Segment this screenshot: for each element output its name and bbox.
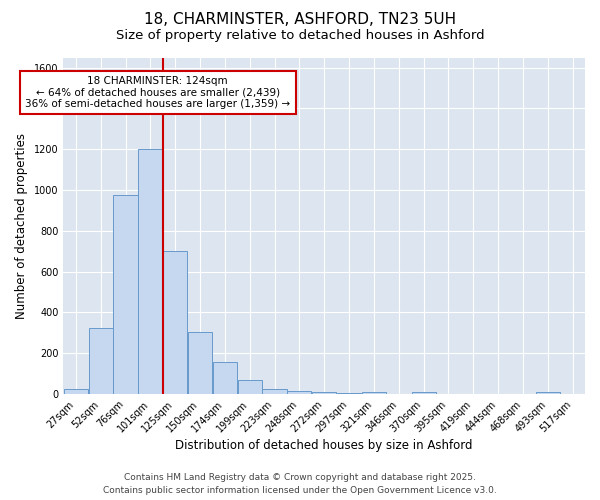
Bar <box>362 392 386 394</box>
Bar <box>163 252 187 394</box>
Bar <box>287 391 311 394</box>
Bar <box>337 393 361 394</box>
Bar <box>536 392 560 394</box>
Text: 18, CHARMINSTER, ASHFORD, TN23 5UH: 18, CHARMINSTER, ASHFORD, TN23 5UH <box>144 12 456 28</box>
Bar <box>238 380 262 394</box>
Bar <box>188 332 212 394</box>
Bar <box>113 195 137 394</box>
Text: 18 CHARMINSTER: 124sqm
← 64% of detached houses are smaller (2,439)
36% of semi-: 18 CHARMINSTER: 124sqm ← 64% of detached… <box>25 76 290 109</box>
Bar <box>312 392 336 394</box>
Text: Size of property relative to detached houses in Ashford: Size of property relative to detached ho… <box>116 29 484 42</box>
Bar <box>89 328 113 394</box>
Bar <box>213 362 237 394</box>
Bar <box>412 392 436 394</box>
Y-axis label: Number of detached properties: Number of detached properties <box>16 133 28 319</box>
Bar <box>262 389 287 394</box>
Bar <box>139 150 163 394</box>
Text: Contains HM Land Registry data © Crown copyright and database right 2025.
Contai: Contains HM Land Registry data © Crown c… <box>103 474 497 495</box>
Bar <box>64 389 88 394</box>
X-axis label: Distribution of detached houses by size in Ashford: Distribution of detached houses by size … <box>175 440 473 452</box>
